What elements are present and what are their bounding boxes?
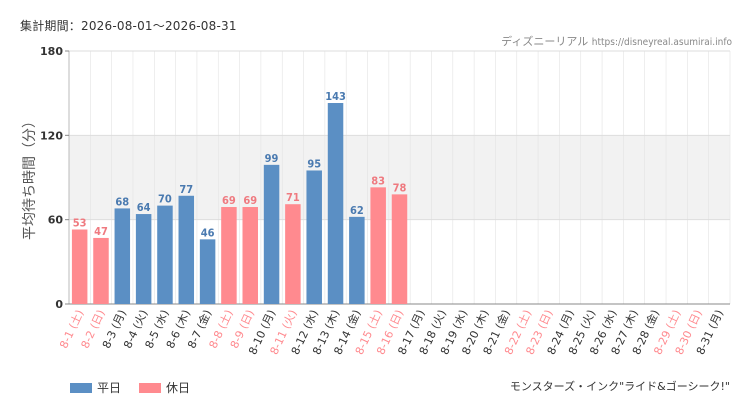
- site-name: ディズニーリアル: [501, 35, 589, 48]
- bar-8-2: [93, 237, 109, 304]
- bar-8-10: [263, 164, 280, 304]
- bar-8-8: [221, 207, 237, 304]
- value-label-8-2: 47: [94, 225, 108, 238]
- bar-8-11: [285, 204, 301, 304]
- site-url[interactable]: https://disneyreal.asumirai.info: [591, 37, 732, 48]
- bar-8-15: [370, 187, 386, 304]
- bar-8-3: [114, 208, 131, 304]
- value-label-8-9: 69: [243, 194, 257, 207]
- legend-label-holiday: 休日: [166, 381, 191, 395]
- y-tick-label: 120: [40, 129, 63, 142]
- period-label: 集計期間：2026-08-01～2026-08-31: [20, 19, 237, 33]
- legend-item-holiday[interactable]: 休日: [139, 379, 190, 396]
- bar-8-1: [71, 229, 88, 304]
- value-label-8-3: 68: [115, 195, 129, 208]
- legend-swatch-weekday: [70, 382, 92, 393]
- value-label-8-16: 78: [393, 181, 407, 194]
- y-tick-label: 180: [40, 45, 63, 58]
- bar-8-4: [135, 214, 152, 304]
- bar-8-6: [178, 195, 195, 304]
- value-label-8-1: 53: [73, 217, 87, 230]
- legend-label-weekday: 平日: [97, 381, 122, 395]
- value-label-8-7: 46: [201, 226, 215, 239]
- bar-8-9: [242, 207, 258, 304]
- bar-8-5: [157, 205, 173, 304]
- value-label-8-14: 62: [350, 204, 364, 217]
- bar-8-16: [391, 194, 408, 304]
- bar-8-12: [306, 170, 322, 304]
- bar-8-14: [349, 216, 365, 304]
- bar-8-7: [199, 239, 216, 304]
- value-label-8-13: 143: [325, 90, 346, 103]
- legend-item-weekday[interactable]: 平日: [70, 379, 121, 396]
- value-label-8-8: 69: [222, 194, 236, 207]
- value-label-8-11: 71: [286, 191, 300, 204]
- y-tick-label: 0: [55, 298, 63, 311]
- legend-swatch-holiday: [139, 382, 162, 393]
- value-label-8-10: 99: [265, 152, 279, 165]
- value-label-8-5: 70: [158, 193, 172, 206]
- value-label-8-15: 83: [371, 174, 385, 187]
- legend: 平日 休日: [70, 379, 208, 396]
- y-axis-label: 平均待ち時間（分）: [22, 114, 38, 240]
- value-label-8-6: 77: [179, 183, 193, 196]
- value-label-8-12: 95: [307, 157, 321, 170]
- bar-8-13: [327, 103, 344, 304]
- site-credit[interactable]: ディズニーリアル https://disneyreal.asumirai.inf…: [501, 33, 732, 49]
- y-tick-label: 60: [48, 214, 64, 227]
- attraction-name: モンスターズ・インク"ライド&ゴーシーク!": [509, 380, 730, 393]
- value-label-8-4: 64: [137, 201, 151, 214]
